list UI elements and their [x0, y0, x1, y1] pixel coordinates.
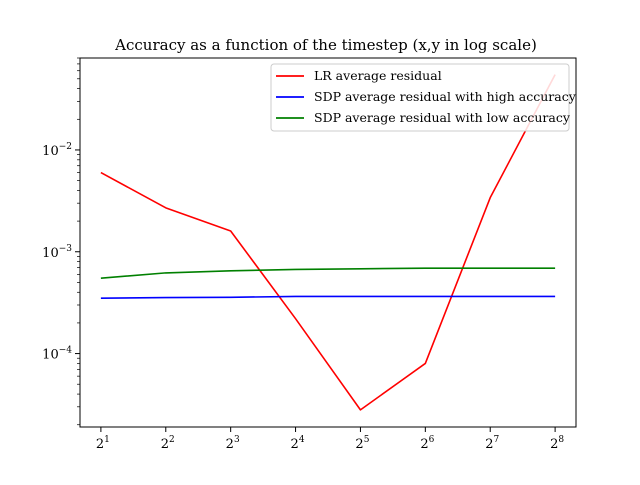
x-tick-label-base: 2 [161, 437, 169, 452]
x-tick-label-exp: 6 [429, 435, 435, 445]
y-tick-label: 10−2 [42, 142, 72, 159]
y-tick-label: 10−3 [42, 244, 72, 261]
legend-label: SDP average residual with low accuracy [314, 110, 571, 125]
x-tick-label: 24 [291, 435, 305, 452]
x-tick-label: 28 [550, 435, 564, 452]
y-tick-label-base: 10 [42, 348, 59, 363]
y-tick-label-exp: −2 [59, 142, 72, 152]
x-tick-label-exp: 5 [364, 435, 370, 445]
x-tick-label-exp: 2 [169, 435, 175, 445]
x-tick-label: 23 [226, 435, 240, 452]
legend-label: LR average residual [314, 68, 442, 83]
x-tick-label: 25 [355, 435, 369, 452]
x-tick-label: 22 [161, 435, 175, 452]
x-tick-label: 26 [420, 435, 434, 452]
x-tick-label-base: 2 [355, 437, 363, 452]
y-axis: 10−210−310−4 [42, 58, 80, 425]
x-tick-label-base: 2 [291, 437, 299, 452]
x-tick-label-base: 2 [96, 437, 104, 452]
x-tick-label-base: 2 [550, 437, 558, 452]
x-tick-label-exp: 3 [234, 435, 240, 445]
x-tick-label-exp: 7 [493, 435, 499, 445]
legend: LR average residual SDP average residual … [271, 64, 577, 131]
x-tick-label: 27 [485, 435, 499, 452]
x-tick-label-base: 2 [226, 437, 234, 452]
legend-label: SDP average residual with high accuracy [314, 89, 577, 104]
x-tick-label-exp: 1 [104, 435, 110, 445]
y-tick-label: 10−4 [42, 346, 72, 363]
x-tick-label-exp: 4 [299, 435, 305, 445]
series-line-1 [101, 296, 555, 298]
x-tick-label-exp: 8 [558, 435, 564, 445]
y-tick-label-base: 10 [42, 144, 59, 159]
x-tick-label-base: 2 [485, 437, 493, 452]
y-tick-label-exp: −4 [59, 346, 73, 356]
series-line-2 [101, 268, 555, 278]
x-tick-label-base: 2 [420, 437, 428, 452]
y-tick-label-base: 10 [42, 246, 59, 261]
x-tick-label: 21 [96, 435, 110, 452]
chart-title: Accuracy as a function of the timestep (… [114, 36, 537, 54]
y-tick-label-exp: −3 [59, 244, 73, 254]
